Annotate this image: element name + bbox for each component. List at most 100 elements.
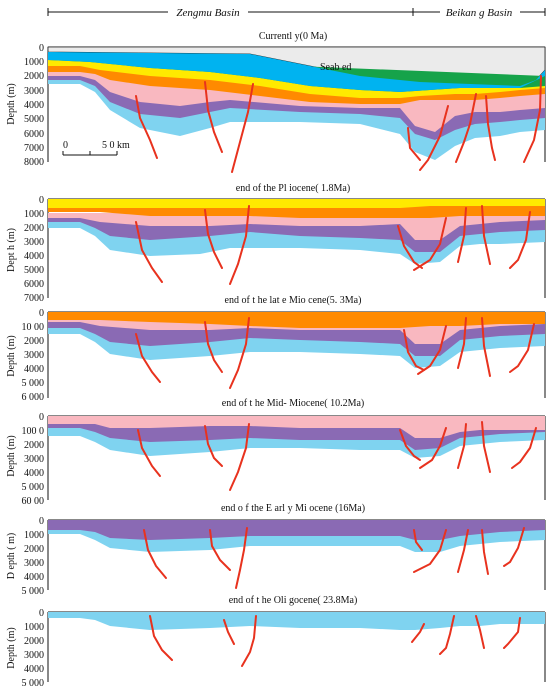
y-tick: 2000 (24, 636, 44, 647)
fault-line (457, 423, 467, 469)
faults (135, 75, 542, 173)
fault-line (419, 105, 449, 171)
fault-line (204, 425, 223, 467)
panel-1-8ma: end of the Pl iocene( 1.8Ma) Dept h (m) … (6, 183, 546, 304)
faults (135, 205, 531, 285)
y-tick: 2000 (24, 336, 44, 347)
y-ticks: 0 100 0 2000 3000 4000 5 000 60 00 (22, 412, 45, 507)
layer-purple (48, 520, 545, 540)
y-tick: 100 0 (22, 426, 45, 437)
y-tick: 0 (39, 43, 44, 54)
y-tick: 5 000 (22, 378, 45, 389)
y-tick: 0 (39, 412, 44, 423)
y-tick: 0 (39, 195, 44, 206)
fault-line (397, 225, 423, 269)
y-tick: 2000 (24, 544, 44, 555)
seabed-label: Seab ed (320, 62, 351, 73)
y-tick: 6000 (24, 129, 44, 140)
scale-start: 0 (63, 140, 68, 151)
fault-line (413, 529, 447, 573)
y-tick: 0 (39, 608, 44, 619)
y-tick: 1000 (24, 622, 44, 633)
y-tick: 8000 (24, 157, 44, 168)
fault-line (235, 527, 248, 589)
fault-line (481, 421, 491, 473)
y-tick: 1000 (24, 57, 44, 68)
panel-0ma: Currentl y(0 Ma) Depth (m) 0 1000 2000 3… (6, 31, 546, 173)
fault-line (509, 211, 531, 269)
y-tick: 0 (39, 308, 44, 319)
fault-line (411, 623, 425, 643)
scale-end: 5 0 km (102, 140, 130, 151)
panel-16ma: end o f the E arl y Mi ocene (16Ma) D ep… (6, 503, 546, 597)
fault-line (475, 615, 485, 649)
fault-line (229, 205, 250, 285)
y-tick: 4000 (24, 251, 44, 262)
y-tick: 60 00 (22, 496, 45, 507)
y-tick: 4000 (24, 100, 44, 111)
fault-line (439, 615, 455, 655)
fault-line (403, 329, 425, 371)
fault-line (399, 429, 421, 461)
y-axis-label: D epth ( m) (6, 533, 17, 579)
y-tick: 2000 (24, 440, 44, 451)
fault-line (417, 325, 447, 375)
panel-10-2ma: end of t he Mid- Miocene( 10.2Ma) Depth … (6, 398, 546, 507)
fault-line (204, 81, 223, 153)
fault-line (457, 317, 467, 369)
fault-line (137, 429, 161, 477)
y-tick: 6 000 (22, 392, 45, 403)
faults (149, 615, 521, 667)
y-tick: 3000 (24, 350, 44, 361)
fault-line (413, 217, 447, 271)
fault-line (229, 423, 250, 491)
zengmu-basin-label: Zengmu Basin (176, 7, 240, 19)
fault-line (481, 529, 489, 575)
y-axis-label: Dept h (m) (6, 228, 17, 272)
fault-line (204, 321, 223, 373)
layer-blue (48, 52, 545, 92)
y-axis-label: Depth (m) (6, 83, 17, 124)
y-tick: 4000 (24, 364, 44, 375)
fault-line (149, 615, 173, 661)
y-tick: 6000 (24, 279, 44, 290)
y-tick: 3000 (24, 86, 44, 97)
layer-yellow (48, 199, 545, 208)
y-tick: 10 00 (22, 322, 45, 333)
fault-line (509, 323, 535, 373)
y-ticks: 0 1000 2000 3000 4000 5000 6000 7000 800… (24, 43, 44, 168)
y-tick: 1000 (24, 209, 44, 220)
panel-title: end of t he lat e Mio cene(5. 3Ma) (225, 295, 362, 306)
fault-line (135, 95, 158, 159)
y-ticks: 0 10 00 2000 3000 4000 5 000 6 000 (22, 308, 45, 403)
y-tick: 3000 (24, 237, 44, 248)
fault-line (413, 529, 423, 551)
fault-line (511, 427, 537, 469)
y-tick: 3000 (24, 454, 44, 465)
layer-basement (48, 612, 545, 630)
y-ticks: 0 1000 2000 3000 4000 5 000 (22, 516, 45, 597)
faults (143, 527, 525, 589)
fault-line (407, 127, 421, 161)
layer-orange (48, 312, 545, 328)
fault-line (503, 617, 521, 649)
basin-header: Zengmu Basin Beikan g Basin (47, 5, 546, 19)
fault-line (457, 529, 469, 573)
fault-line (209, 529, 231, 571)
fault-line (523, 75, 542, 163)
fault-line (481, 205, 491, 265)
fault-line (223, 619, 235, 645)
beikang-basin-label: Beikan g Basin (446, 7, 513, 19)
y-tick: 5 000 (22, 678, 45, 688)
fault-line (455, 93, 477, 163)
fault-line (204, 209, 223, 269)
y-tick: 4000 (24, 664, 44, 675)
fault-line (135, 221, 163, 283)
y-tick: 7000 (24, 293, 44, 304)
fault-line (481, 317, 491, 377)
y-tick: 3000 (24, 558, 44, 569)
y-tick: 5000 (24, 114, 44, 125)
fault-line (241, 615, 257, 667)
y-tick: 2000 (24, 71, 44, 82)
